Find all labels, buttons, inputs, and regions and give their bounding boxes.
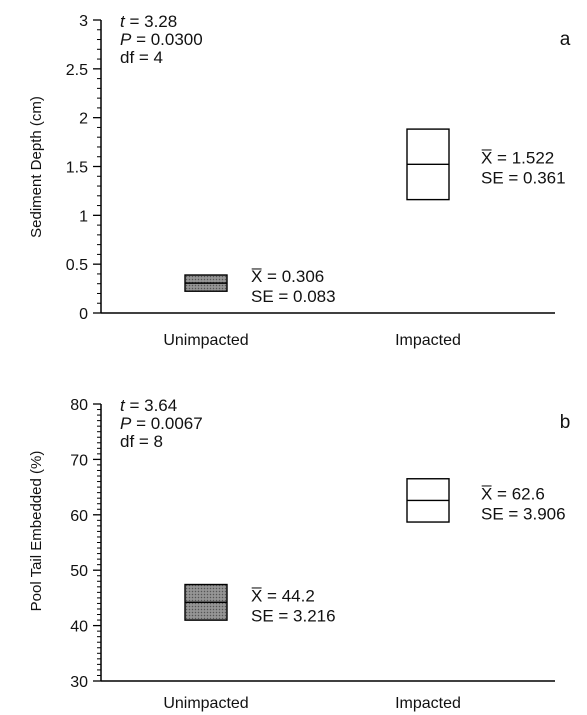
panel-a-y-axis-label: Sediment Depth (cm) xyxy=(28,96,45,238)
panel-a-mean-label-impacted: X̅ = 1.522 xyxy=(481,148,554,167)
panel-a-stat-p: P = 0.0300 xyxy=(120,30,203,49)
panel-b: b t = 3.64 P = 0.0067 df = 8 Pool Tail E… xyxy=(28,396,570,712)
panel-a-y-tick-label: 1 xyxy=(79,208,88,225)
panel-a-se-label-impacted: SE = 0.361 xyxy=(481,168,566,187)
panel-a-y-tick-label: 0.5 xyxy=(66,257,88,274)
panel-a-x-tick-label: Impacted xyxy=(395,332,461,349)
panel-a-y-tick-label: 0 xyxy=(79,306,88,323)
panel-b-se-label-unimpacted: SE = 3.216 xyxy=(251,606,336,625)
panel-b-mean-label-unimpacted: X̅ = 44.2 xyxy=(251,586,315,605)
panel-b-se-label-impacted: SE = 3.906 xyxy=(481,504,566,523)
panel-b-stat-t: t = 3.64 xyxy=(120,396,177,415)
panel-b-y-tick-label: 40 xyxy=(70,619,88,636)
panel-b-stat-df: df = 8 xyxy=(120,432,163,451)
panel-a-y-tick-label: 3 xyxy=(79,13,88,30)
panel-a-axes: 0 0.5 1 1.5 2 2.5 3 Unimpacted Impacted xyxy=(66,13,555,349)
panel-b-y-axis-label: Pool Tail Embedded (%) xyxy=(28,451,45,612)
panel-a-mean-label-unimpacted: X̅ = 0.306 xyxy=(251,267,324,286)
panel-a-y-tick-label: 2 xyxy=(79,111,88,128)
panel-b-stat-p: P = 0.0067 xyxy=(120,414,203,433)
panel-b-y-tick-label: 70 xyxy=(70,452,88,469)
panel-b-x-tick-label: Unimpacted xyxy=(163,695,248,712)
panel-b-x-tick-label: Impacted xyxy=(395,695,461,712)
panel-b-boxes: X̅ = 44.2SE = 3.216 X̅ = 62.6SE = 3.906 xyxy=(184,478,566,625)
panel-b-mean-label-impacted: X̅ = 62.6 xyxy=(481,484,545,503)
panel-b-y-tick-label: 60 xyxy=(70,508,88,525)
panel-a-y-tick-label: 2.5 xyxy=(66,62,88,79)
panel-a-se-label-unimpacted: SE = 0.083 xyxy=(251,287,336,306)
panel-b-letter: b xyxy=(560,412,571,433)
panel-b-y-tick-label: 80 xyxy=(70,397,88,414)
panel-a-x-tick-label: Unimpacted xyxy=(163,332,248,349)
panel-b-axes: 30 40 50 60 70 80 Unimpacted Impacted xyxy=(70,397,555,712)
panel-b-y-tick-label: 50 xyxy=(70,563,88,580)
panel-b-y-tick-label: 30 xyxy=(70,674,88,691)
panel-a-stat-t: t = 3.28 xyxy=(120,12,177,31)
panel-a-stat-df: df = 4 xyxy=(120,48,163,67)
panel-a-letter: a xyxy=(560,29,571,50)
panel-a-y-tick-label: 1.5 xyxy=(66,160,88,177)
panel-a: a t = 3.28 P = 0.0300 df = 4 Sediment De… xyxy=(28,12,571,349)
